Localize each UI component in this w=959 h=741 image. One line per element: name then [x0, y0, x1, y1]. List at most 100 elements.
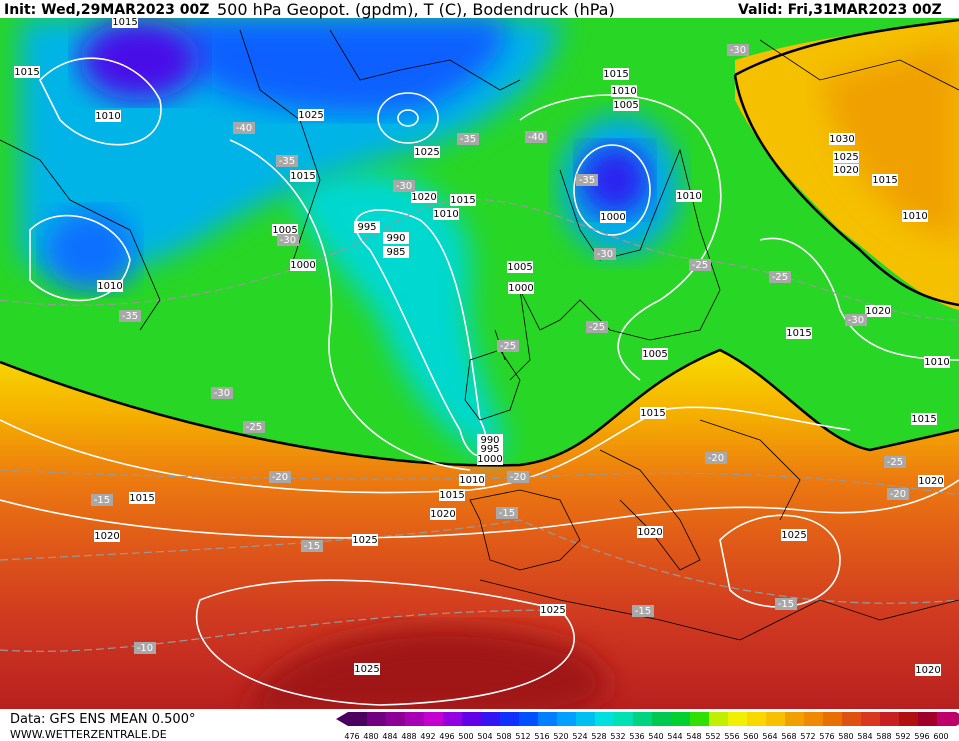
temperature-label-bg: [134, 642, 156, 654]
temperature-label: -30: [597, 249, 613, 260]
temperature-label-bg: [269, 471, 291, 483]
isobar-label: 1015: [786, 328, 811, 339]
isobar-label: 1010: [676, 191, 701, 202]
colorbar-label: 552: [705, 732, 720, 741]
isobar-label-bg: [430, 508, 456, 520]
colorbar-label: 544: [667, 732, 682, 741]
colorbar-label: 588: [876, 732, 891, 741]
temperature-label: -30: [396, 181, 412, 192]
isobar-label-bg: [918, 475, 944, 487]
temperature-label-bg: [705, 452, 727, 464]
temperature-label-bg: [301, 540, 323, 552]
colorbar-cell: [766, 712, 785, 726]
temperature-label: -30: [730, 45, 746, 56]
colorbar-cell: [747, 712, 766, 726]
isobar-label-bg: [640, 407, 666, 419]
isobar-label-bg: [272, 224, 298, 236]
temperature-label-bg: [457, 133, 479, 145]
isobar-label: 1010: [95, 111, 120, 122]
temperature-label-bg: [507, 471, 529, 483]
isobar-label: 1025: [352, 535, 377, 546]
colorbar-cell: [405, 712, 424, 726]
isobar-label-bg: [433, 208, 459, 220]
temperature-label-bg: [243, 421, 265, 433]
isobar-label-bg: [637, 526, 663, 538]
isobar-label-bg: [872, 174, 898, 186]
isobar-label: 1015: [872, 175, 897, 186]
isobar-label: 1025: [781, 530, 806, 541]
colorbar-label: 512: [515, 732, 530, 741]
colorbar-cell: [595, 712, 614, 726]
temperature-label: -20: [272, 472, 288, 483]
colorbar-cell: [937, 712, 956, 726]
isobar-label-bg: [833, 164, 859, 176]
isobar-label-bg: [383, 232, 409, 244]
colorbar-cell: [804, 712, 823, 726]
isobar-label: 1020: [833, 165, 858, 176]
colorbar-label: 540: [648, 732, 663, 741]
isobar-label: 1010: [611, 86, 636, 97]
isobar-label: 1005: [613, 100, 638, 111]
isobar-label-bg: [450, 194, 476, 206]
temperature-label: -40: [528, 132, 544, 143]
temperature-label-bg: [632, 605, 654, 617]
isobar-label: 1015: [112, 17, 137, 28]
cold-pool: [80, 20, 200, 100]
colorbar-label: 476: [344, 732, 359, 741]
temperature-label: -25: [887, 457, 903, 468]
trough: [296, 171, 505, 460]
temperature-label: -15: [635, 606, 651, 617]
temperature-labels: -30 -40 -35 -35 -40 -30 -35 -30 -30 -25 -25 -35 -25 -…: [91, 44, 909, 654]
isobar-label-bg: [902, 210, 928, 222]
colorbar-label: 564: [762, 732, 777, 741]
temperature-label-bg: [594, 248, 616, 260]
isobar-label-bg: [477, 443, 503, 455]
isobar-label-bg: [414, 146, 440, 158]
isobar-label-bg: [411, 191, 437, 203]
isobar-label: 1025: [354, 664, 379, 675]
temperature-label: -20: [890, 489, 906, 500]
isobar-label-bg: [354, 663, 380, 675]
colorbar-label: 520: [553, 732, 568, 741]
isobar-label-bg: [352, 534, 378, 546]
colorbar-label: 592: [895, 732, 910, 741]
temperature-label: -35: [279, 156, 295, 167]
isobar-label-bg: [477, 453, 503, 465]
colorbar-cell: [538, 712, 557, 726]
isobar-label: 1010: [459, 475, 484, 486]
temperature-label-bg: [91, 494, 113, 506]
colorbar-label: 556: [724, 732, 739, 741]
isobar-label-bg: [613, 99, 639, 111]
colorbar-label: 536: [629, 732, 644, 741]
colorbar-label: 504: [477, 732, 492, 741]
temperature-label: -35: [460, 134, 476, 145]
isobar-label: 1000: [600, 212, 625, 223]
temperature-label-bg: [233, 122, 255, 134]
temperature-label-bg: [884, 456, 906, 468]
temperature-label-bg: [769, 271, 791, 283]
isobar-label: 1025: [298, 110, 323, 121]
colorbar-label: 496: [439, 732, 454, 741]
temperature-label: -25: [772, 272, 788, 283]
valid-time: Valid: Fri,31MAR2023 00Z: [738, 2, 942, 18]
colorbar-label: 532: [610, 732, 625, 741]
website: WWW.WETTERZENTRALE.DE: [10, 728, 167, 741]
isobar-label-bg: [439, 489, 465, 501]
colorbar-label: 568: [781, 732, 796, 741]
colorbar-cell: [671, 712, 690, 726]
isobar-label-bg: [833, 151, 859, 163]
isobar-label-bg: [829, 133, 855, 145]
temperature-label-bg: [119, 310, 141, 322]
isobar-label: 1010: [924, 357, 949, 368]
colorbar-cell: [823, 712, 842, 726]
temperature-label-bg: [276, 155, 298, 167]
colorbar-label: 584: [857, 732, 872, 741]
isobar-label-bg: [459, 474, 485, 486]
colorbar-label: 488: [401, 732, 416, 741]
map-title: 500 hPa Geopot. (gpdm), T (C), Bodendruc…: [217, 0, 615, 19]
temperature-label: -25: [692, 260, 708, 271]
isobar-label: 1020: [94, 531, 119, 542]
isobar-label: 1015: [640, 408, 665, 419]
isobar-label: 1025: [414, 147, 439, 158]
temperature-label-bg: [497, 340, 519, 352]
